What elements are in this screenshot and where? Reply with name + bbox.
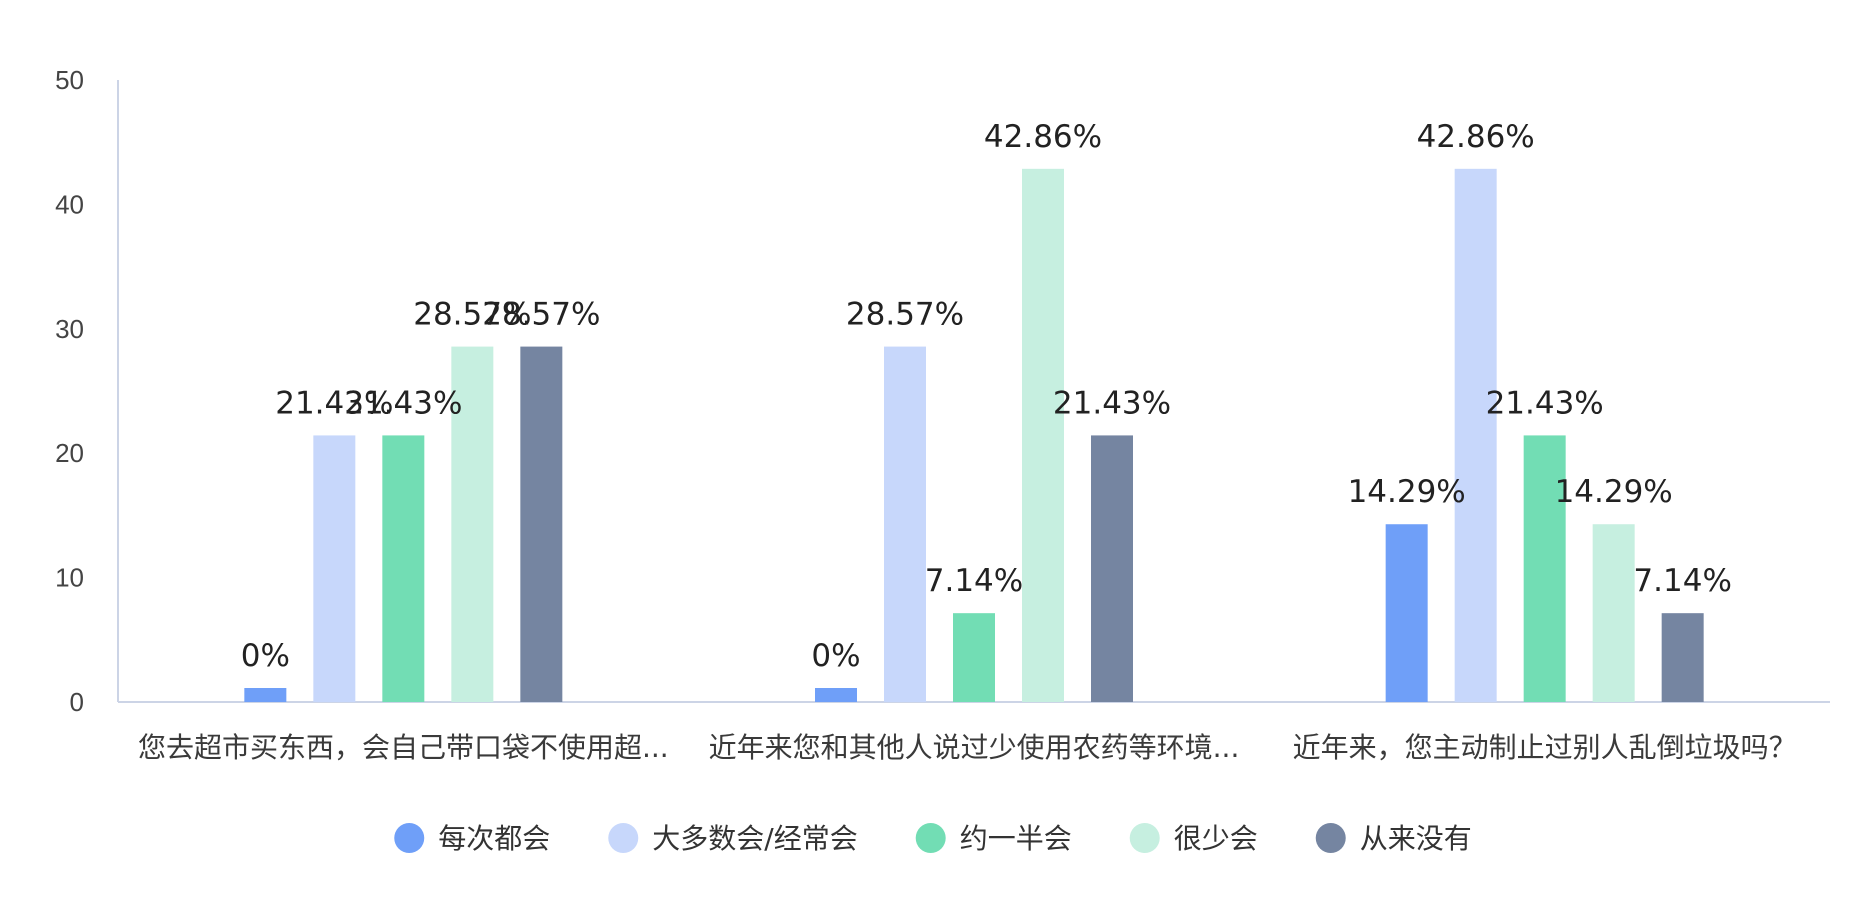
legend-label: 每次都会 [438,822,550,855]
data-label: 42.86% [1417,119,1535,155]
data-label: 28.57% [846,297,964,333]
data-label: 7.14% [1633,563,1731,599]
legend-label: 约一半会 [960,822,1072,855]
data-label: 7.14% [925,563,1023,599]
bar [313,435,356,702]
bar [382,435,425,702]
bar [244,688,287,702]
y-tick-label: 10 [55,563,84,593]
data-label: 21.43% [275,385,393,421]
data-labels: 0%21.43%21.43%28.57%28.57%0%28.57%7.14%4… [241,119,1732,674]
data-label: 0% [811,638,860,674]
bar [451,346,494,702]
bar [1592,524,1635,702]
bar [953,613,995,702]
bar [1385,524,1428,702]
y-tick-label: 30 [55,314,84,344]
data-label: 42.86% [984,119,1102,155]
y-tick-label: 50 [55,65,84,95]
bar [520,346,563,702]
legend-marker [394,823,425,853]
data-label: 21.43% [1053,385,1171,421]
legend-label: 从来没有 [1360,822,1472,855]
x-category-label: 您去超市买东西，会自己带口袋不使用超... [138,731,669,764]
legend-label: 大多数会/经常会 [652,822,857,855]
bars [244,168,1704,702]
data-label: 28.57% [413,297,531,333]
legend: 每次都会 大多数会/经常会 约一半会 很少会 从来没有 [394,822,1472,855]
x-category-label: 近年来您和其他人说过少使用农药等环境... [709,731,1240,764]
data-label: 0% [241,638,290,674]
legend-marker [1315,823,1346,853]
legend-marker [1129,823,1160,853]
bar [1661,613,1704,702]
y-tick-label: 0 [70,687,84,717]
legend-label: 很少会 [1174,822,1258,855]
y-tick-label: 40 [55,189,84,219]
data-label: 14.29% [1555,474,1673,510]
axes: 0 10 20 30 40 50 您去超市买东西，会自己带口袋不使用超... 近年来您和其他人… [55,65,1830,764]
data-label: 21.43% [344,385,462,421]
y-tick-label: 20 [55,438,84,468]
data-label: 14.29% [1348,474,1466,510]
data-label: 28.57% [482,297,600,333]
bar [884,346,926,702]
bar [1523,435,1566,702]
legend-marker [608,823,639,853]
bar [815,688,857,702]
legend-marker [915,823,946,853]
bar [1091,435,1133,702]
bar [1022,168,1064,702]
bar [1454,168,1497,702]
x-category-label: 近年来，您主动制止过别人乱倒垃圾吗？ [1293,731,1797,764]
data-label: 21.43% [1486,385,1604,421]
